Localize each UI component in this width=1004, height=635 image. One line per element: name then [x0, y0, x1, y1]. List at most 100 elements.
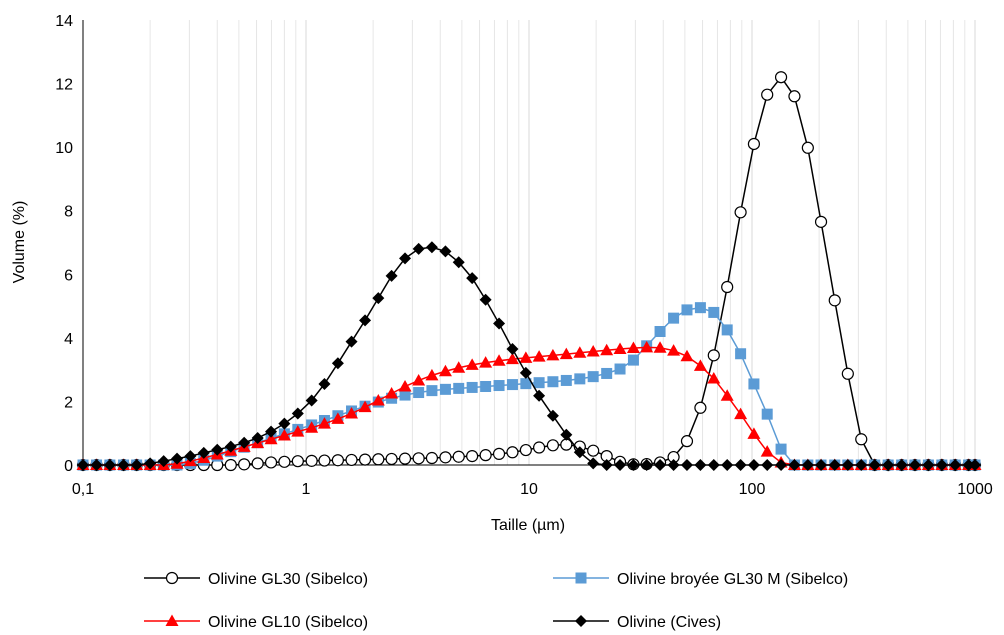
data-point — [721, 324, 733, 336]
legend-item: Olivine GL30 (Sibelco) — [144, 571, 368, 588]
data-point — [747, 427, 761, 439]
data-point — [560, 374, 572, 386]
data-point — [224, 458, 237, 472]
data-point — [331, 357, 344, 370]
legend-marker — [165, 571, 179, 585]
data-point — [587, 444, 600, 457]
data-point — [425, 241, 438, 254]
data-point — [493, 380, 505, 392]
data-point — [318, 377, 331, 390]
y-tick-label: 8 — [64, 204, 73, 221]
data-point — [103, 459, 116, 471]
data-point — [331, 454, 344, 467]
data-point — [868, 459, 881, 471]
data-point — [439, 383, 451, 395]
data-point — [372, 292, 385, 305]
data-point — [371, 393, 385, 406]
data-point — [130, 459, 143, 471]
data-point — [587, 457, 600, 470]
legend-label: Olivine broyée GL30 M (Sibelco) — [617, 571, 848, 588]
data-point — [559, 347, 573, 360]
data-point — [519, 443, 532, 457]
data-point — [358, 453, 372, 466]
data-point — [238, 436, 251, 449]
data-point — [775, 443, 787, 455]
data-point — [560, 428, 573, 441]
data-point — [278, 455, 291, 468]
y-tick-label: 6 — [64, 267, 73, 284]
data-point — [466, 381, 478, 393]
legend-item: Olivine GL10 (Sibelco) — [144, 614, 368, 631]
data-point — [331, 412, 345, 424]
data-point — [546, 348, 560, 361]
x-axis-label: Taille (µm) — [491, 517, 565, 534]
data-point — [680, 459, 693, 471]
legend-marker — [575, 572, 587, 584]
legend-marker — [165, 614, 179, 626]
data-point — [399, 252, 412, 265]
y-tick-label: 14 — [55, 13, 73, 30]
series-4 — [77, 241, 981, 471]
data-point — [425, 451, 439, 465]
data-point — [855, 433, 868, 446]
data-point — [372, 453, 385, 466]
data-point — [398, 379, 412, 392]
data-point — [694, 459, 707, 471]
data-point — [533, 377, 545, 389]
x-tick-label: 0,1 — [72, 481, 94, 498]
data-point — [519, 366, 532, 379]
data-point — [520, 378, 532, 390]
y-tick-label: 2 — [64, 394, 73, 411]
data-point — [547, 376, 559, 388]
data-point — [747, 137, 761, 151]
data-point — [479, 449, 492, 462]
data-point — [506, 446, 519, 459]
y-tick-label: 10 — [55, 140, 73, 157]
data-point — [734, 206, 747, 219]
data-point — [882, 459, 895, 471]
data-point — [413, 387, 425, 399]
data-point — [841, 367, 854, 380]
data-point — [480, 380, 492, 392]
data-point — [654, 459, 667, 471]
data-point — [546, 439, 560, 452]
data-point — [574, 373, 586, 385]
data-point — [734, 407, 748, 420]
data-point — [452, 361, 466, 373]
data-point — [238, 458, 251, 471]
data-point — [358, 400, 372, 413]
data-point — [305, 454, 318, 467]
data-point — [412, 373, 426, 386]
data-point — [614, 363, 626, 375]
x-tick-label: 1000 — [957, 481, 993, 498]
data-point — [613, 342, 627, 354]
data-point — [668, 312, 680, 324]
data-point — [399, 389, 411, 401]
legend-label: Olivine GL30 (Sibelco) — [208, 571, 368, 588]
data-point — [815, 459, 828, 471]
data-point — [345, 335, 358, 348]
data-point — [438, 364, 452, 377]
data-point — [291, 425, 305, 437]
data-point — [359, 314, 372, 327]
data-point — [385, 452, 398, 466]
data-point — [760, 445, 774, 457]
legend-item: Olivine broyée GL30 M (Sibelco) — [553, 571, 848, 588]
data-point — [693, 359, 707, 371]
data-point — [761, 408, 773, 420]
data-point — [573, 446, 586, 459]
data-point — [667, 344, 681, 356]
y-tick-labels: 0 2 4 6 8 10 12 14 — [55, 13, 73, 475]
data-point — [251, 431, 264, 444]
data-point — [788, 459, 801, 471]
legend-item: Olivine (Cives) — [553, 614, 721, 631]
data-point — [439, 451, 452, 464]
data-point — [707, 349, 720, 362]
data-point — [184, 450, 197, 463]
data-point — [694, 401, 707, 414]
data-point — [908, 459, 921, 471]
x-tick-labels: 0,1 1 10 100 1000 — [72, 481, 993, 498]
legend: Olivine GL30 (Sibelco) Olivine broyée GL3… — [144, 571, 848, 631]
data-point — [506, 379, 518, 391]
data-point — [211, 443, 224, 456]
